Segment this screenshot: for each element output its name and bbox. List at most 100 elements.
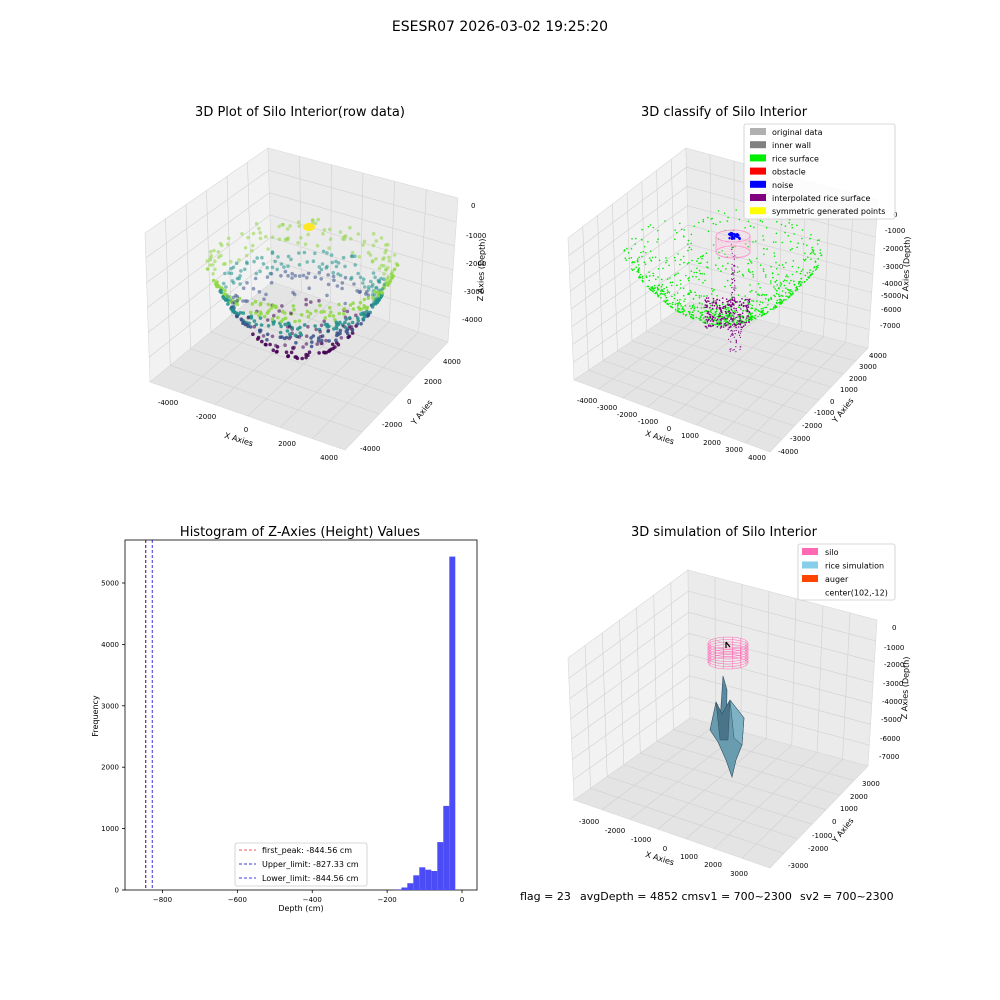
data-point: [314, 327, 319, 332]
interpolated-point: [740, 321, 743, 323]
rice-surface-point: [773, 286, 775, 288]
data-point: [377, 266, 382, 271]
gridlines: [568, 577, 876, 859]
data-point: [245, 260, 249, 265]
interpolated-point: [727, 310, 730, 313]
data-point: [310, 340, 314, 344]
interpolated-point: [733, 336, 736, 338]
data-point: [277, 237, 282, 241]
rice-surface-point: [707, 216, 709, 219]
rice-surface-point: [695, 294, 697, 297]
interpolated-point: [731, 278, 733, 280]
silo-ring: [715, 231, 751, 245]
data-point: [291, 304, 296, 308]
interpolated-point: [712, 320, 714, 323]
rice-surface-point: [785, 261, 787, 264]
data-point: [284, 335, 289, 340]
rice-surface-point: [660, 285, 663, 288]
data-point: [343, 275, 348, 280]
rice-surface-point: [747, 302, 750, 305]
rice-surface-point: [762, 235, 764, 237]
data-point: [313, 275, 318, 280]
rice-surface-point: [818, 239, 820, 241]
interpolated-point: [731, 319, 733, 321]
data-point: [321, 232, 325, 236]
data-point: [321, 249, 326, 254]
rice-surface-point: [703, 317, 705, 319]
data-point: [314, 309, 318, 313]
tick-label: 2000: [278, 440, 296, 448]
rice-surface-point: [706, 261, 709, 264]
data-point: [311, 259, 316, 264]
interpolated-point: [707, 310, 709, 313]
data-point: [289, 350, 294, 355]
legend-label: rice surface: [772, 154, 819, 163]
gridline: [619, 620, 625, 765]
data-point: [361, 317, 365, 321]
auger-line: [725, 641, 731, 648]
data-point: [328, 227, 332, 232]
rice-surface-point: [682, 311, 684, 313]
rice-surface-point: [688, 276, 690, 279]
rice-surface-point: [665, 261, 667, 264]
silo-ring: [715, 239, 751, 253]
data-point: [345, 328, 350, 332]
interpolated-point: [709, 306, 711, 309]
rice-surface-point: [650, 286, 652, 289]
y-tick-label: 0: [115, 887, 119, 895]
rice-surface-point: [809, 237, 811, 240]
tick-label: -2000: [884, 661, 904, 669]
rice-surface-point: [800, 284, 802, 287]
data-point: [213, 267, 217, 272]
data-point: [382, 277, 386, 282]
rice-surface-point: [787, 275, 789, 278]
rice-surface-point: [658, 294, 660, 297]
rice-surface-point: [662, 267, 664, 270]
data-point: [392, 267, 397, 272]
rice-surface-point: [804, 274, 807, 277]
rice-surface-point: [695, 316, 697, 319]
data-point: [282, 265, 286, 269]
tick-label: -3000: [788, 862, 808, 870]
rice-surface-point: [658, 259, 661, 262]
rice-surface-point: [652, 272, 654, 275]
data-point: [288, 332, 292, 337]
rice-surface-point: [683, 235, 685, 238]
data-point: [347, 322, 351, 327]
rice-surface-point: [636, 270, 639, 273]
rice-surface-point: [649, 250, 652, 252]
rice-surface-point: [734, 311, 737, 314]
data-point: [261, 262, 266, 266]
rice-surface-point: [661, 283, 664, 286]
rice-surface-point: [810, 258, 812, 261]
rice-surface-point: [683, 300, 685, 303]
z-axis-label: Z Axies (Depth): [901, 236, 912, 299]
rice-surface-point: [738, 218, 741, 221]
rice-surface-point: [790, 279, 792, 282]
legend-swatch: [802, 548, 818, 555]
legend-swatch: [750, 141, 766, 149]
tick-label: -6000: [881, 306, 901, 314]
rice-surface-point: [687, 249, 689, 252]
tick-label: -2000: [466, 260, 486, 268]
data-point: [277, 309, 282, 313]
data-point: [264, 292, 268, 297]
gridline: [670, 582, 674, 730]
rice-surface-point: [642, 281, 644, 283]
data-point: [246, 235, 250, 240]
rice-surface-point: [673, 274, 676, 277]
rice-surface-point: [633, 261, 635, 263]
data-point: [313, 324, 317, 328]
rice-surface-point: [770, 296, 772, 299]
rice-surface-point: [648, 287, 651, 290]
rice-surface-point: [793, 233, 795, 235]
rice-surface-point: [781, 290, 784, 292]
histogram-bar: [407, 883, 414, 890]
tick-label: 3000: [725, 446, 743, 454]
rice-surface-point: [723, 324, 725, 326]
tick-label: 3000: [862, 780, 880, 788]
data-point: [266, 247, 270, 251]
interpolated-point: [727, 328, 729, 331]
rice-surface-point: [707, 230, 710, 233]
rice-surface-point: [770, 282, 772, 284]
